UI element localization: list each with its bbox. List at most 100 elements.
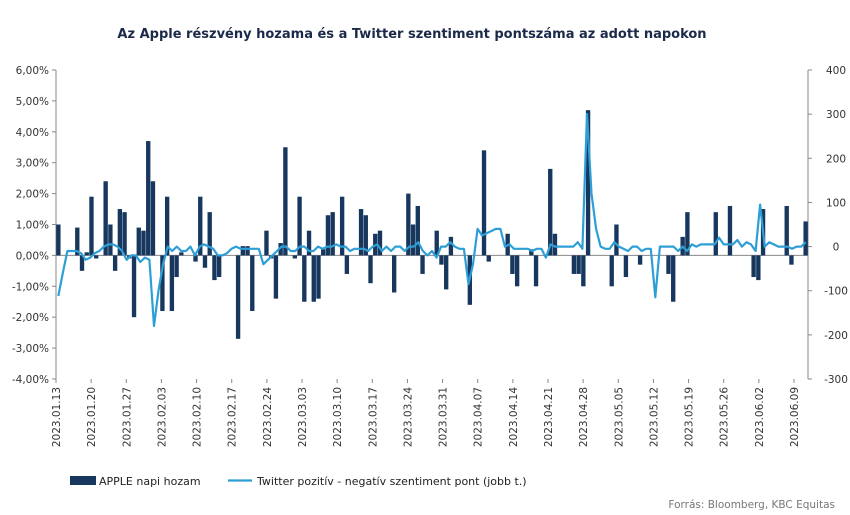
apple-return-bar	[273, 255, 279, 299]
x-axis-tick-label: 2023.03.31	[438, 387, 450, 447]
x-axis-tick-label: 2023.03.17	[367, 387, 379, 447]
right-axis-tick-label: 100	[826, 197, 846, 209]
right-axis-tick-label: -100	[824, 286, 848, 298]
x-axis-tick-label: 2023.02.10	[192, 387, 204, 447]
x-axis-tick-label: 2023.01.27	[121, 387, 133, 447]
apple-return-bar	[250, 255, 255, 312]
x-axis-tick-label: 2023.04.28	[578, 387, 590, 447]
apple-return-bar	[552, 233, 558, 256]
apple-return-bar	[339, 196, 345, 256]
apple-return-bar	[150, 181, 156, 256]
apple-return-bar	[283, 147, 288, 256]
apple-return-bar	[202, 255, 208, 268]
apple-return-bar	[330, 212, 335, 256]
x-axis-tick-label: 2023.05.12	[648, 387, 660, 447]
x-axis-tick-label: 2023.02.03	[156, 387, 168, 447]
apple-return-bar	[637, 255, 643, 265]
x-axis-tick-label: 2023.06.09	[789, 387, 801, 447]
right-axis-tick-label: 300	[826, 109, 846, 121]
apple-return-bar	[415, 205, 420, 256]
apple-return-bar	[122, 212, 127, 256]
left-axis-tick-label: 0,00%	[16, 250, 49, 262]
left-axis-tick-label: 1,00%	[16, 220, 49, 232]
apple-return-bar	[609, 255, 614, 287]
x-axis-tick-label: 2023.03.10	[332, 387, 344, 447]
apple-return-bar	[56, 224, 61, 256]
apple-return-bar	[169, 255, 175, 312]
apple-return-bar	[264, 230, 269, 256]
apple-return-bar	[131, 255, 137, 318]
apple-return-bar	[141, 230, 146, 256]
apple-return-bar	[164, 196, 170, 256]
apple-return-bar	[316, 255, 321, 299]
apple-return-bar	[358, 209, 364, 256]
apple-return-bar	[235, 255, 241, 339]
apple-return-bar	[533, 255, 539, 287]
right-axis-tick-label: -300	[824, 374, 848, 386]
apple-return-bar	[179, 252, 184, 256]
apple-return-bar	[713, 212, 718, 256]
apple-return-bar	[108, 224, 113, 256]
apple-return-bar	[514, 255, 520, 287]
x-axis-tick-label: 2023.02.17	[227, 387, 239, 447]
apple-return-bar	[207, 212, 212, 256]
apple-return-bar	[75, 227, 80, 256]
x-axis-tick-label: 2023.04.21	[543, 387, 555, 447]
apple-return-bar	[510, 255, 515, 274]
apple-return-bar	[103, 181, 108, 256]
apple-return-bar	[377, 230, 383, 256]
apple-return-bar	[486, 255, 491, 262]
x-axis: 2023.01.13 2023.01.20 2023.01.27 2023.02.03…	[51, 379, 801, 447]
apple-return-bar	[439, 255, 444, 265]
apple-return-bars	[56, 110, 808, 339]
apple-return-bar	[614, 224, 619, 256]
apple-return-bar	[94, 255, 99, 259]
right-axis-tick-label: 0	[833, 242, 840, 254]
apple-return-bar	[79, 255, 85, 271]
x-axis-tick-label: 2023.05.26	[719, 387, 731, 447]
x-axis-tick-label: 2023.02.24	[262, 387, 274, 447]
apple-return-bar	[297, 196, 302, 256]
apple-return-bar	[278, 243, 283, 256]
apple-return-bar	[198, 196, 203, 256]
apple-return-bar	[136, 227, 141, 256]
apple-return-bar	[406, 193, 411, 256]
right-axis-tick-label: -200	[824, 330, 848, 342]
apple-return-bar	[666, 255, 671, 274]
x-axis-tick-label: 2023.01.13	[51, 387, 63, 447]
left-axis: 6,00% 5,00% 4,00% 3,00% 2,00% 1,00% 0,00% -1,00…	[12, 65, 56, 386]
right-axis-tick-label: 200	[826, 153, 846, 165]
left-axis-tick-label: -4,00%	[12, 374, 49, 386]
apple-return-bar	[576, 255, 581, 274]
left-axis-tick-label: 2,00%	[16, 189, 49, 201]
apple-return-bar	[529, 249, 534, 256]
apple-return-bar	[548, 168, 553, 256]
apple-return-bar	[585, 110, 591, 256]
apple-return-bar	[751, 255, 756, 278]
apple-return-bar	[193, 255, 198, 262]
right-axis: 400 300 200 100 0 -100 -200 -300	[808, 65, 848, 386]
right-axis-tick-label: 400	[826, 65, 846, 77]
left-axis-tick-label: 6,00%	[16, 65, 49, 77]
left-axis-tick-label: -3,00%	[12, 343, 49, 355]
apple-return-bar	[146, 141, 151, 256]
sentiment-line	[57, 112, 807, 328]
left-axis-tick-label: 4,00%	[16, 127, 49, 139]
apple-return-bar	[727, 205, 733, 256]
chart-title: Az Apple részvény hozama és a Twitter sz…	[117, 27, 706, 42]
x-axis-tick-label: 2023.05.19	[684, 387, 696, 447]
apple-return-bar	[448, 236, 454, 256]
apple-return-bar	[784, 205, 789, 256]
x-axis-tick-label: 2023.01.20	[86, 387, 98, 447]
x-axis-tick-label: 2023.05.05	[613, 387, 625, 447]
apple-return-bar	[160, 255, 165, 312]
apple-return-bar	[623, 255, 629, 278]
apple-return-bar	[410, 224, 416, 256]
apple-return-bar	[117, 209, 123, 256]
apple-return-bar	[344, 255, 350, 274]
source-note: Forrás: Bloomberg, KBC Equitas	[668, 499, 835, 511]
apple-return-bar	[803, 221, 808, 256]
apple-return-bar	[581, 255, 586, 287]
apple-return-bar	[391, 255, 397, 293]
